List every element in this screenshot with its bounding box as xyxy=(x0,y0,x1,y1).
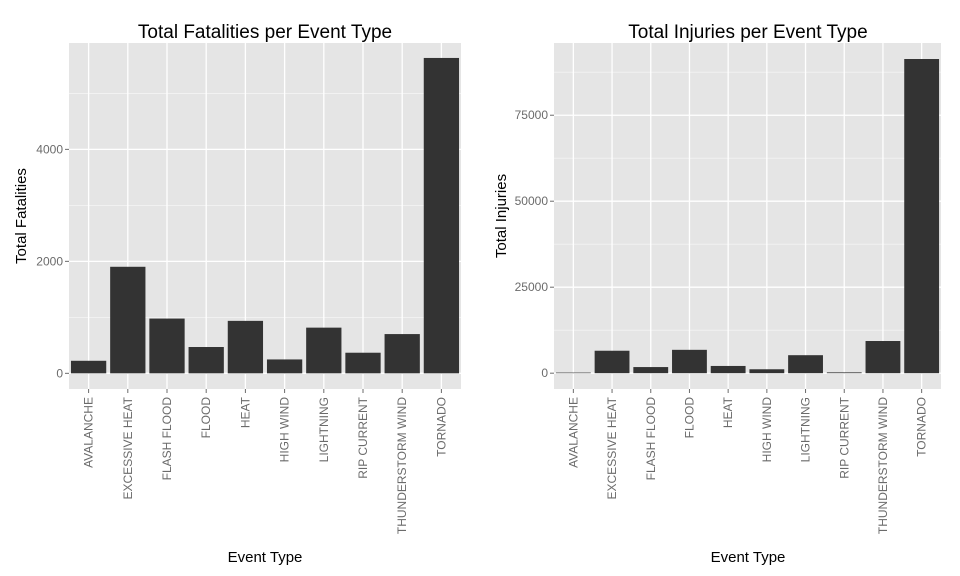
x-tick-label: TORNADO xyxy=(434,397,448,457)
bar-heat xyxy=(227,320,264,374)
x-axis-title: Event Type xyxy=(228,549,303,566)
x-tick-label: HIGH WIND xyxy=(760,397,774,463)
x-tick-label: HEAT xyxy=(721,396,735,428)
bar-tornado xyxy=(423,57,460,374)
chart-title: Total Injuries per Event Type xyxy=(628,22,867,43)
bar-flash-flood xyxy=(633,367,669,374)
y-tick-label: 2000 xyxy=(36,254,63,268)
x-tick-label: FLASH FLOOD xyxy=(160,397,174,481)
bar-flood xyxy=(672,349,707,374)
chart-panel-1: 0 2000 4000 AVALANCHE EXCESSIVE HEAT FLASH FL… xyxy=(13,22,461,566)
y-tick-label: 75000 xyxy=(515,108,549,122)
y-tick-label: 0 xyxy=(56,366,63,380)
x-tick-label: EXCESSIVE HEAT xyxy=(121,396,135,499)
bar-high-wind xyxy=(749,369,785,374)
x-tick-label: HIGH WIND xyxy=(278,397,292,463)
bar-rip-current xyxy=(826,372,862,374)
bar-thunderstorm-wind xyxy=(384,334,420,374)
x-tick-label: AVALANCHE xyxy=(566,397,580,468)
y-tick-label: 25000 xyxy=(515,280,549,294)
x-tick-label: RIP CURRENT xyxy=(356,396,370,478)
x-tick-label: THUNDERSTORM WIND xyxy=(395,397,409,534)
bar-lightning xyxy=(788,355,823,374)
bar-rip-current xyxy=(345,352,381,374)
x-tick-label: AVALANCHE xyxy=(82,397,96,468)
bar-thunderstorm-wind xyxy=(865,341,901,374)
x-tick-label: LIGHTNING xyxy=(799,397,813,462)
bar-excessive-heat xyxy=(110,266,146,374)
plot-background xyxy=(554,43,941,389)
chart-panel-2: 0 25000 50000 75000 AVALANCHE EXCESSIVE HEAT F… xyxy=(493,22,941,566)
x-tick-label: THUNDERSTORM WIND xyxy=(876,397,890,534)
bar-avalanche xyxy=(70,360,107,374)
bar-high-wind xyxy=(266,359,303,374)
chart-title: Total Fatalities per Event Type xyxy=(138,22,392,43)
x-tick-label: FLASH FLOOD xyxy=(644,397,658,481)
y-tick-label: 4000 xyxy=(36,142,63,156)
bar-flood xyxy=(188,347,224,374)
x-tick-label: EXCESSIVE HEAT xyxy=(605,396,619,499)
y-axis-title: Total Injuries xyxy=(493,174,510,258)
bar-tornado xyxy=(904,59,940,374)
x-tick-label: FLOOD xyxy=(682,397,696,439)
bar-avalanche xyxy=(555,372,591,374)
y-axis-title: Total Fatalities xyxy=(13,168,30,264)
x-tick-label: TORNADO xyxy=(915,397,929,457)
x-tick-label: RIP CURRENT xyxy=(837,396,851,478)
y-tick-label: 0 xyxy=(541,366,548,380)
x-tick-label: FLOOD xyxy=(199,397,213,439)
x-tick-label: LIGHTNING xyxy=(317,397,331,462)
bar-heat xyxy=(710,365,746,374)
bar-flash-flood xyxy=(149,318,185,374)
x-axis-title: Event Type xyxy=(711,549,786,566)
bar-lightning xyxy=(306,327,342,374)
bar-excessive-heat xyxy=(594,350,630,374)
x-tick-label: HEAT xyxy=(238,396,252,428)
y-tick-label: 50000 xyxy=(515,194,549,208)
